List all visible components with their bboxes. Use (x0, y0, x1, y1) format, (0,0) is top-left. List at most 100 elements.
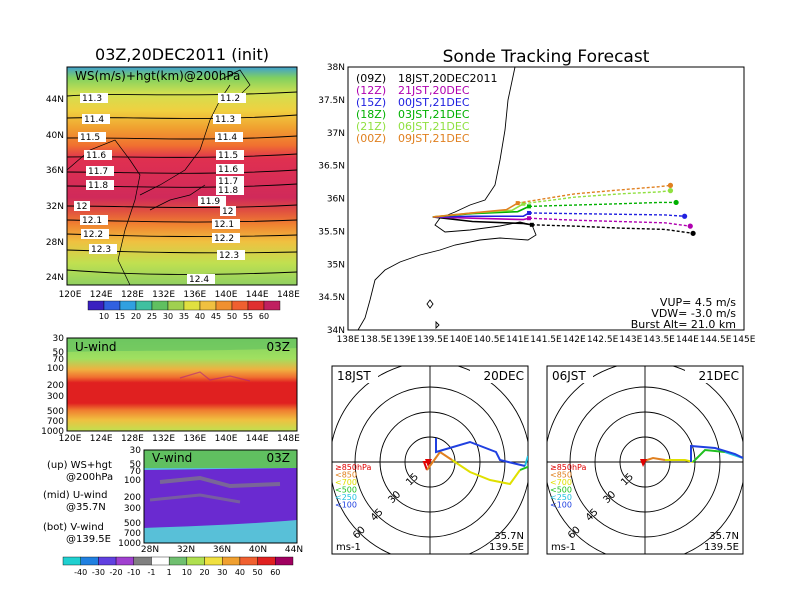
lon-tick-label: 144E (246, 434, 269, 444)
lat-tick-label: 32N (177, 545, 195, 555)
contour-label: 11.6 (86, 151, 106, 161)
colorbar-swatch (247, 300, 265, 311)
hodograph-time-label: 18JST (337, 369, 371, 383)
origin-marker (640, 459, 647, 467)
track-lat-ticks: 38N 37.5N 37N 36.5N 36N 35.5N 35N 34.5N 34N (318, 63, 345, 336)
pressure-legend: ≥850hPa (335, 463, 372, 472)
contour-label: 11.6 (218, 165, 238, 175)
legend-line: @200hPa (66, 472, 113, 483)
pressure-legend: <250 (550, 493, 572, 502)
track-landing-point (687, 223, 693, 229)
ws-map: WS(m/s)+hgt(km)@200hPa 11.3 11.211.4 11.31… (46, 66, 300, 300)
colorbar-swatch (98, 556, 117, 566)
contour-label-bg (217, 250, 245, 260)
colorbar-tick: 30 (217, 568, 227, 577)
tracking-map: (09Z) 18JST,20DEC2011 (12Z) 21JST,20DEC (15Z… (318, 63, 756, 345)
lon-tick-label: 148E (277, 290, 300, 300)
colorbar-tick: 15 (115, 312, 125, 321)
contour-label: 12.2 (83, 230, 103, 240)
uwind-time: 03Z (267, 340, 291, 354)
legend-code: (00Z) (356, 132, 386, 145)
pressure-legend: <850 (335, 471, 357, 480)
colorbar-swatch (239, 556, 258, 566)
site-lat: 35.7N (709, 531, 739, 542)
track-landing-point (690, 230, 696, 236)
colorbar-swatch (222, 556, 241, 566)
legend-line: @139.5E (66, 534, 111, 545)
uwind-title: U-wind (75, 340, 116, 354)
lat-tick-label: 34N (327, 326, 345, 336)
lon-tick-label: 140.5E (474, 335, 506, 345)
lat-tick-label: 35.5N (318, 227, 345, 237)
colorbar-swatch (133, 556, 152, 566)
track-burst-point (515, 201, 520, 206)
colorbar-tick: 30 (163, 312, 173, 321)
contour-label-bg (80, 215, 108, 225)
vwind-title: V-wind (152, 451, 192, 465)
hodograph-segment (435, 438, 526, 467)
colorbar-swatch (80, 556, 99, 566)
contour-label: 12 (76, 202, 87, 212)
pressure-tick: 700 (47, 417, 64, 427)
colorbar-tick: -10 (127, 568, 140, 577)
contour-label-bg (216, 164, 244, 174)
launch-param: VUP= 4.5 m/s (660, 296, 736, 309)
track-descent-line (517, 184, 671, 204)
ws-lat-ticks: 44N 40N 36N 32N 28N 24N (46, 95, 64, 283)
contour-label: 12.2 (214, 234, 234, 244)
pressure-tick: 50 (53, 348, 65, 358)
track-landing-point (673, 199, 679, 206)
legend-label: 21JST,20DEC (398, 84, 470, 97)
contour-label-bg (216, 176, 244, 186)
hodograph-segment (426, 450, 453, 471)
lat-tick-label: 37N (327, 129, 345, 139)
colorbar-tick: 60 (270, 568, 280, 577)
contour-label: 12.4 (189, 275, 209, 285)
track-landing-point (667, 188, 674, 194)
unit-label: ms-1 (551, 542, 576, 553)
track-landing-point (667, 182, 674, 188)
colorbar-swatch (167, 300, 185, 311)
colorbar-swatch (115, 556, 134, 566)
colorbar-tick: 10 (182, 568, 192, 577)
pressure-legend: <700 (335, 478, 357, 487)
pressure-legend: <850 (550, 471, 572, 480)
pressure-tick: 70 (53, 355, 65, 365)
colorbar-tick: 40 (235, 568, 245, 577)
pressure-legend: ≥850hPa (550, 463, 587, 472)
launch-param: VDW= -3.0 m/s (651, 307, 736, 320)
colorbar-tick: 60 (259, 312, 269, 321)
site-lon: 139.5E (489, 542, 524, 553)
pressure-legend: <250 (335, 493, 357, 502)
contour-label-bg (86, 180, 114, 190)
contour-label: 11.8 (88, 181, 108, 191)
colorbar-tick: 10 (99, 312, 109, 321)
contour-label: 12.3 (91, 245, 111, 255)
contour-label: 11.5 (218, 151, 238, 161)
pressure-tick: 1000 (41, 427, 64, 437)
track-descent-line (529, 201, 677, 208)
colorbar-swatch (183, 300, 201, 311)
contour-label: 11.4 (217, 133, 237, 143)
lat-tick-label: 38N (327, 63, 345, 73)
lat-tick-label: 44N (285, 545, 303, 555)
lon-tick-label: 124E (90, 434, 113, 444)
contour-label: 11.3 (215, 115, 235, 125)
pressure-legend: <500 (550, 486, 572, 495)
hodograph-segment (451, 459, 521, 486)
colorbar-tick: -20 (110, 568, 123, 577)
contour-label-bg (82, 114, 110, 124)
lon-tick-label: 142E (563, 335, 586, 345)
lon-tick-label: 141.5E (530, 335, 562, 345)
ws-label: WS(m/s)+hgt(km)@200hPa (75, 69, 240, 83)
legend-line: @35.7N (66, 502, 106, 513)
date-label-bg (685, 369, 741, 383)
contour-label-bg (81, 229, 109, 239)
colorbar-swatch (263, 300, 281, 311)
track-burst-point (521, 201, 526, 206)
contour-labels: 11.3 11.2 11.4 11.3 11.5 11.4 11.6 11.5 11.7 11.6… (74, 93, 246, 285)
track-legend: (09Z) 18JST,20DEC2011 (12Z) 21JST,20DEC (15Z… (356, 72, 498, 145)
pressure-legend: <500 (335, 486, 357, 495)
lon-tick-label: 120E (59, 290, 82, 300)
